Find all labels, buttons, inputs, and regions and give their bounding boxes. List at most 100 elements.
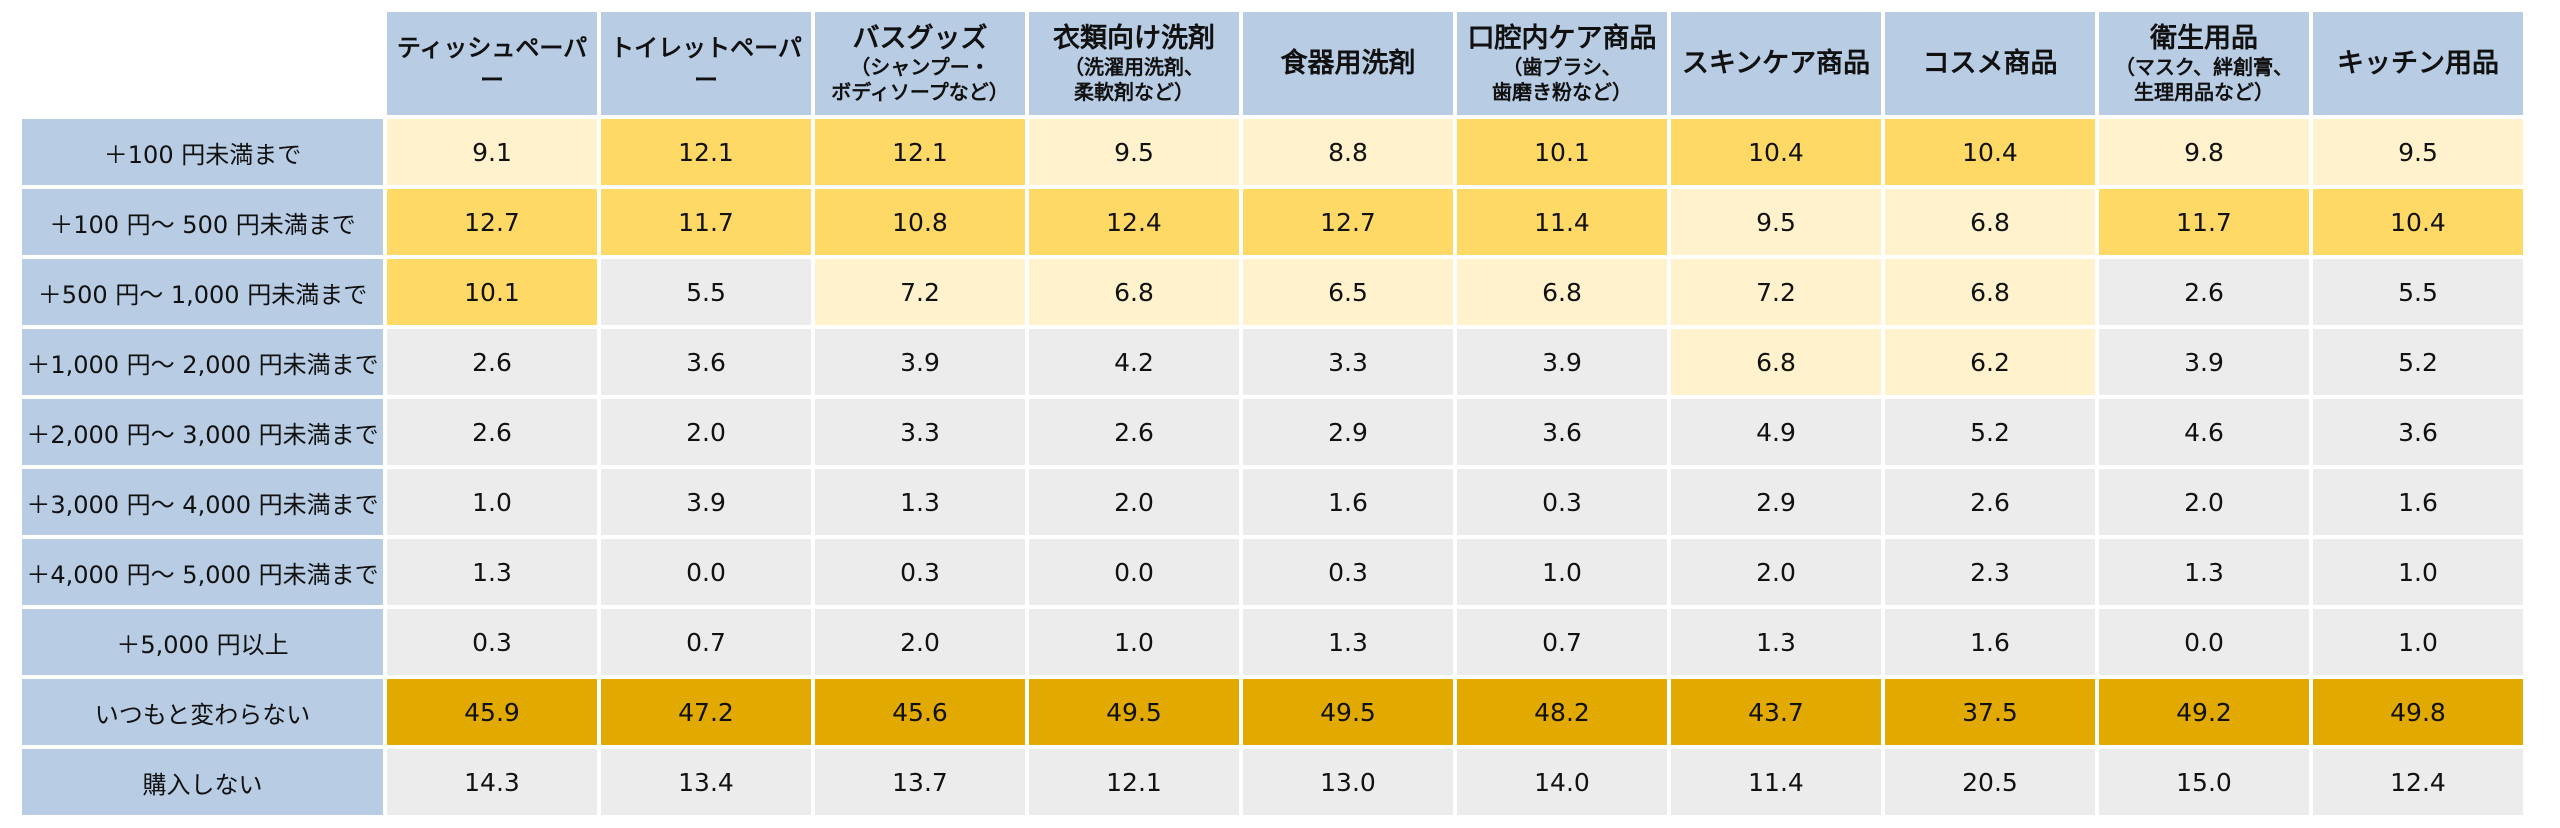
corner-cell bbox=[22, 12, 383, 115]
data-cell: 43.7 bbox=[1671, 679, 1881, 745]
column-header-label: 衣類向け洗剤 bbox=[1053, 22, 1215, 54]
data-cell: 15.0 bbox=[2099, 749, 2309, 815]
row-header: ＋100 円～ 500 円未満まで bbox=[22, 189, 383, 255]
data-cell: 49.2 bbox=[2099, 679, 2309, 745]
table-row: ＋4,000 円～ 5,000 円未満まで 1.3 0.0 0.3 0.0 0.3 1.0 2… bbox=[22, 539, 2523, 605]
data-cell: 0.0 bbox=[1029, 539, 1239, 605]
data-cell: 1.3 bbox=[815, 469, 1025, 535]
data-cell: 3.9 bbox=[601, 469, 811, 535]
data-cell: 1.0 bbox=[1029, 609, 1239, 675]
data-cell: 10.1 bbox=[1457, 119, 1667, 185]
data-cell: 12.1 bbox=[1029, 749, 1239, 815]
table-row: ＋100 円～ 500 円未満まで 12.7 11.7 10.8 12.4 12.7 11.… bbox=[22, 189, 2523, 255]
column-header-label: 口腔内ケア商品 bbox=[1467, 22, 1657, 54]
data-cell: 2.3 bbox=[1885, 539, 2095, 605]
data-cell: 3.6 bbox=[2313, 399, 2523, 465]
column-header: スキンケア商品 bbox=[1671, 12, 1881, 115]
row-header: 購入しない bbox=[22, 749, 383, 815]
data-cell: 1.3 bbox=[2099, 539, 2309, 605]
column-header-label: コスメ商品 bbox=[1922, 47, 2058, 79]
row-header: ＋4,000 円～ 5,000 円未満まで bbox=[22, 539, 383, 605]
data-cell: 9.5 bbox=[2313, 119, 2523, 185]
data-cell: 12.7 bbox=[387, 189, 597, 255]
column-header-sublabel: （マスク、絆創膏、 生理用品など） bbox=[2114, 54, 2294, 104]
data-cell: 6.8 bbox=[1671, 329, 1881, 395]
data-cell: 5.5 bbox=[2313, 259, 2523, 325]
table-row: 購入しない 14.3 13.4 13.7 12.1 13.0 14.0 11.4 20.5 15.… bbox=[22, 749, 2523, 815]
data-cell: 13.0 bbox=[1243, 749, 1453, 815]
column-header-label: トイレットペーパー bbox=[610, 33, 802, 94]
table-row: いつもと変わらない 45.9 47.2 45.6 49.5 49.5 48.2 43.7 37.… bbox=[22, 679, 2523, 745]
data-cell: 10.4 bbox=[1671, 119, 1881, 185]
column-header: 口腔内ケア商品 （歯ブラシ、 歯磨き粉など） bbox=[1457, 12, 1667, 115]
data-cell: 9.5 bbox=[1029, 119, 1239, 185]
data-cell: 1.0 bbox=[2313, 539, 2523, 605]
data-cell: 7.2 bbox=[815, 259, 1025, 325]
data-cell: 20.5 bbox=[1885, 749, 2095, 815]
data-cell: 2.0 bbox=[815, 609, 1025, 675]
data-cell: 7.2 bbox=[1671, 259, 1881, 325]
data-cell: 2.9 bbox=[1671, 469, 1881, 535]
data-cell: 48.2 bbox=[1457, 679, 1667, 745]
row-header: ＋2,000 円～ 3,000 円未満まで bbox=[22, 399, 383, 465]
data-cell: 3.3 bbox=[1243, 329, 1453, 395]
data-cell: 4.9 bbox=[1671, 399, 1881, 465]
data-cell: 2.6 bbox=[1029, 399, 1239, 465]
data-cell: 0.3 bbox=[1457, 469, 1667, 535]
table-row: ＋5,000 円以上 0.3 0.7 2.0 1.0 1.3 0.7 1.3 1.6 0.0 1.0 bbox=[22, 609, 2523, 675]
data-cell: 13.4 bbox=[601, 749, 811, 815]
data-cell: 8.8 bbox=[1243, 119, 1453, 185]
data-cell: 6.8 bbox=[1885, 259, 2095, 325]
data-cell: 37.5 bbox=[1885, 679, 2095, 745]
data-cell: 12.4 bbox=[2313, 749, 2523, 815]
data-cell: 2.0 bbox=[1029, 469, 1239, 535]
row-header: ＋500 円～ 1,000 円未満まで bbox=[22, 259, 383, 325]
data-cell: 1.0 bbox=[387, 469, 597, 535]
data-cell: 3.9 bbox=[1457, 329, 1667, 395]
data-cell: 5.5 bbox=[601, 259, 811, 325]
data-cell: 3.9 bbox=[2099, 329, 2309, 395]
data-cell: 11.7 bbox=[601, 189, 811, 255]
column-header: キッチン用品 bbox=[2313, 12, 2523, 115]
column-header-label: キッチン用品 bbox=[2337, 47, 2499, 79]
column-header-sublabel: （シャンプー・ ボディソープなど） bbox=[831, 54, 1009, 104]
header-row: ティッシュペーパー トイレットペーパー バスグッズ （シャンプー・ ボディソープなど）… bbox=[22, 12, 2523, 115]
data-cell: 11.4 bbox=[1671, 749, 1881, 815]
column-header: ティッシュペーパー bbox=[387, 12, 597, 115]
row-header: ＋1,000 円～ 2,000 円未満まで bbox=[22, 329, 383, 395]
data-cell: 11.4 bbox=[1457, 189, 1667, 255]
data-cell: 2.6 bbox=[387, 399, 597, 465]
column-header-label: バスグッズ bbox=[852, 22, 988, 54]
data-cell: 1.3 bbox=[1671, 609, 1881, 675]
data-cell: 1.0 bbox=[2313, 609, 2523, 675]
data-cell: 0.3 bbox=[387, 609, 597, 675]
data-cell: 2.0 bbox=[1671, 539, 1881, 605]
data-cell: 0.0 bbox=[2099, 609, 2309, 675]
data-cell: 14.3 bbox=[387, 749, 597, 815]
data-cell: 47.2 bbox=[601, 679, 811, 745]
data-cell: 14.0 bbox=[1457, 749, 1667, 815]
data-cell: 3.6 bbox=[601, 329, 811, 395]
row-header: ＋5,000 円以上 bbox=[22, 609, 383, 675]
column-header: トイレットペーパー bbox=[601, 12, 811, 115]
column-header: バスグッズ （シャンプー・ ボディソープなど） bbox=[815, 12, 1025, 115]
data-cell: 10.8 bbox=[815, 189, 1025, 255]
column-header-label: 衛生用品 bbox=[2150, 22, 2258, 54]
data-cell: 11.7 bbox=[2099, 189, 2309, 255]
data-cell: 0.7 bbox=[1457, 609, 1667, 675]
column-header: 衛生用品 （マスク、絆創膏、 生理用品など） bbox=[2099, 12, 2309, 115]
data-cell: 1.3 bbox=[387, 539, 597, 605]
data-cell: 4.2 bbox=[1029, 329, 1239, 395]
data-cell: 6.8 bbox=[1885, 189, 2095, 255]
data-cell: 10.4 bbox=[1885, 119, 2095, 185]
column-header-label: 食器用洗剤 bbox=[1280, 47, 1416, 79]
data-cell: 4.6 bbox=[2099, 399, 2309, 465]
data-cell: 1.6 bbox=[2313, 469, 2523, 535]
data-cell: 1.0 bbox=[1457, 539, 1667, 605]
table-row: ＋500 円～ 1,000 円未満まで 10.1 5.5 7.2 6.8 6.5 6.8 7.… bbox=[22, 259, 2523, 325]
data-cell: 0.7 bbox=[601, 609, 811, 675]
table-row: ＋100 円未満まで 9.1 12.1 12.1 9.5 8.8 10.1 10.4 10.4 9… bbox=[22, 119, 2523, 185]
data-cell: 2.0 bbox=[2099, 469, 2309, 535]
data-cell: 13.7 bbox=[815, 749, 1025, 815]
